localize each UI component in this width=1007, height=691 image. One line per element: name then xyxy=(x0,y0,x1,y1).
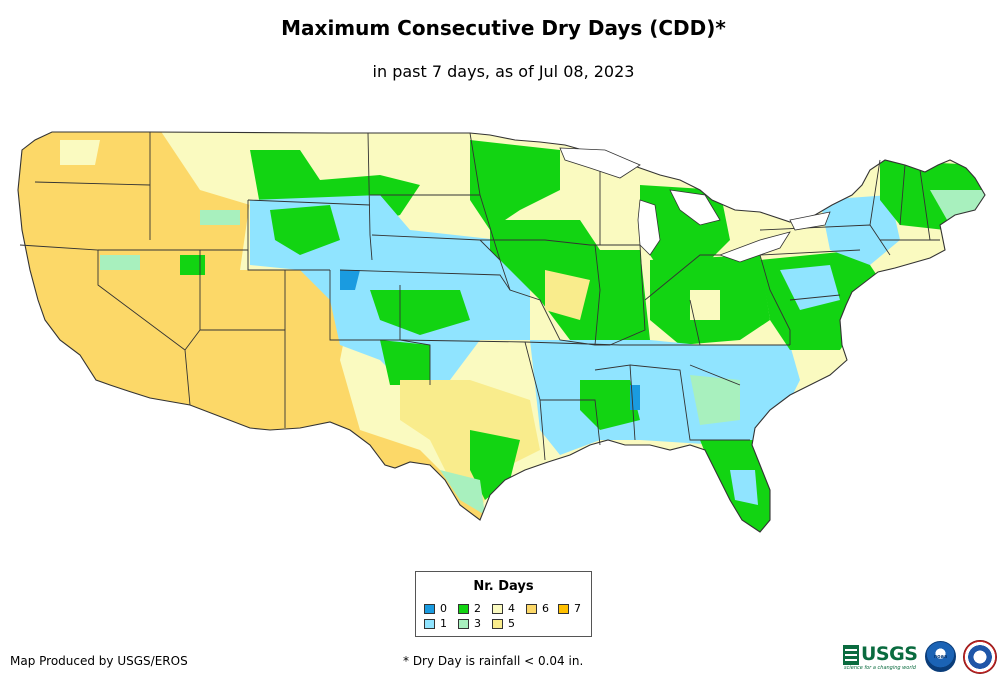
great-lakes xyxy=(559,147,831,263)
legend-item-2: 2 xyxy=(458,603,481,615)
legend-swatch xyxy=(424,619,435,629)
legend-label: 2 xyxy=(474,602,481,615)
legend-item-5: 5 xyxy=(492,618,515,630)
dry-day-footnote: * Dry Day is rainfall < 0.04 in. xyxy=(403,654,584,668)
legend-label: 4 xyxy=(508,602,515,615)
map-credit: Map Produced by USGS/EROS xyxy=(10,654,188,668)
legend-swatch xyxy=(424,604,435,614)
noaa-logo: noaa xyxy=(925,641,956,672)
legend-swatch xyxy=(492,604,503,614)
map-title: Maximum Consecutive Dry Days (CDD)* xyxy=(281,16,726,40)
legend-label: 3 xyxy=(474,617,481,630)
legend-swatch xyxy=(526,604,537,614)
legend-label: 7 xyxy=(574,602,581,615)
legend-item-3: 3 xyxy=(458,618,481,630)
nws-logo-icon xyxy=(963,640,997,674)
legend-item-1: 1 xyxy=(424,618,447,630)
noaa-logo-text: noaa xyxy=(933,654,948,660)
usgs-tagline: science for a changing world xyxy=(844,665,916,671)
legend-label: 5 xyxy=(508,617,515,630)
legend-label: 1 xyxy=(440,617,447,630)
legend-swatch xyxy=(458,619,469,629)
usgs-mark-icon xyxy=(843,645,859,665)
state-borders xyxy=(17,131,986,533)
legend-swatch xyxy=(458,604,469,614)
legend-item-0: 0 xyxy=(424,603,447,615)
legend-label: 6 xyxy=(542,602,549,615)
usgs-logo-text: USGS xyxy=(861,643,918,665)
map-subtitle: in past 7 days, as of Jul 08, 2023 xyxy=(372,62,635,81)
legend-swatch xyxy=(492,619,503,629)
legend: Nr. Days 0 1 2 3 4 5 6 7 xyxy=(415,571,592,637)
legend-label: 0 xyxy=(440,602,447,615)
legend-item-6: 6 xyxy=(526,603,549,615)
usgs-logo: USGS science for a changing world xyxy=(843,643,918,671)
legend-title: Nr. Days xyxy=(473,579,534,594)
legend-swatch xyxy=(558,604,569,614)
legend-item-7: 7 xyxy=(558,603,581,615)
legend-item-4: 4 xyxy=(492,603,515,615)
